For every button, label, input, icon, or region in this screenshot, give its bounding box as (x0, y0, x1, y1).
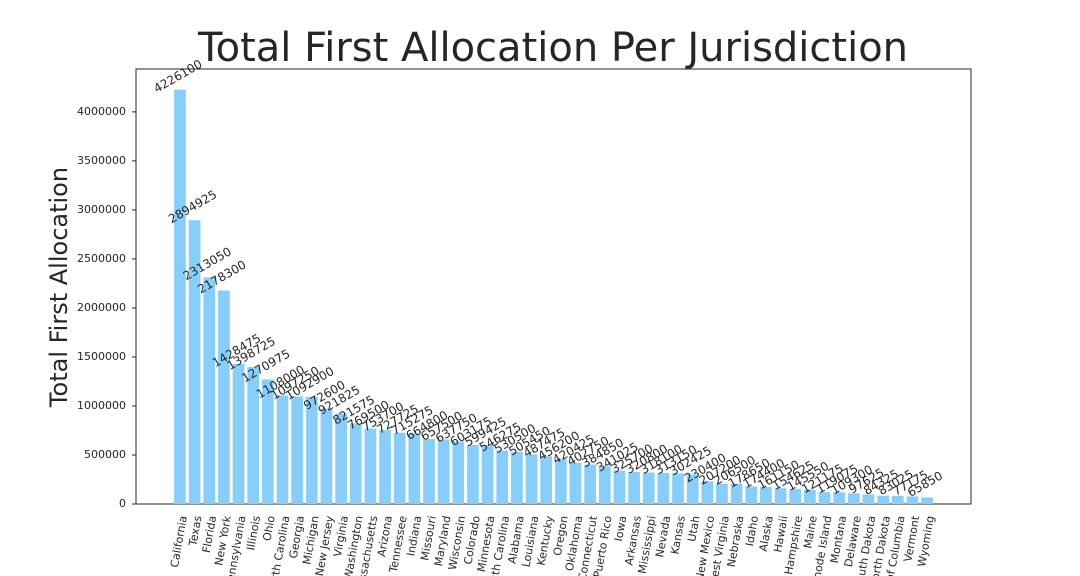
bar (686, 474, 699, 504)
y-tick-label: 1500000 (77, 350, 126, 363)
y-tick-label: 3500000 (77, 154, 126, 167)
x-tick-label: Alaska (757, 515, 776, 553)
bar (247, 366, 260, 504)
bar (364, 428, 377, 504)
bar (437, 439, 450, 504)
bar (540, 456, 553, 504)
bar (188, 220, 201, 504)
x-tick-label: Utah (685, 515, 702, 543)
bar (379, 430, 391, 504)
bar (760, 486, 772, 504)
y-tick-label: 3000000 (77, 203, 126, 216)
y-tick-label: 1000000 (77, 399, 126, 412)
bar (291, 396, 303, 504)
bar (598, 466, 611, 504)
bar (452, 441, 465, 504)
bar (730, 483, 743, 504)
bar (218, 290, 230, 504)
bar (774, 488, 787, 504)
bar (657, 472, 670, 504)
bar (320, 408, 333, 504)
plot-frame (135, 68, 972, 505)
bar (203, 277, 216, 504)
bar (584, 464, 596, 504)
y-tick-label: 500000 (84, 448, 126, 461)
bar (804, 489, 816, 504)
bar (672, 473, 684, 504)
x-tick-label: Idaho (743, 515, 761, 548)
y-tick-label: 4000000 (77, 105, 126, 118)
bar (232, 363, 245, 504)
y-tick-label: 0 (119, 497, 126, 510)
bar (613, 470, 626, 504)
bar (276, 395, 289, 504)
bar (393, 432, 406, 504)
bar (511, 451, 523, 504)
bar (467, 444, 479, 504)
bar (335, 413, 347, 504)
bar (745, 486, 758, 504)
x-tick-label: Illinois (244, 515, 263, 552)
x-tick-label: Texas (186, 515, 204, 548)
bar (174, 89, 186, 505)
bar (877, 495, 889, 504)
bar (862, 494, 875, 504)
bar (716, 483, 728, 504)
x-tick-label: Ohio (261, 515, 278, 543)
bar (496, 450, 509, 504)
bar (349, 423, 362, 504)
y-axis-label: Total First Allocation (45, 167, 73, 408)
bar (261, 379, 274, 504)
y-tick-label: 2500000 (77, 252, 126, 265)
bar (525, 454, 538, 504)
bar (891, 495, 904, 504)
bar (554, 459, 567, 504)
x-tick-label: Maine (801, 515, 820, 550)
x-tick-label: Iowa (612, 515, 629, 543)
bar (921, 497, 933, 504)
x-tick-label: Florida (200, 515, 219, 554)
y-tick-label: 2000000 (77, 301, 126, 314)
bar (833, 492, 846, 504)
bar (423, 438, 435, 504)
bar (847, 493, 860, 504)
bar (628, 472, 640, 504)
bar (305, 396, 318, 504)
chart-title: Total First Allocation Per Jurisdiction (197, 25, 908, 71)
bar (789, 488, 802, 504)
bar (701, 481, 714, 504)
bar (906, 496, 919, 504)
bar (408, 433, 421, 504)
bar (481, 445, 494, 504)
bar (818, 492, 831, 504)
x-tick-label: Hawaii (771, 515, 790, 554)
bar (569, 462, 582, 504)
bar (642, 472, 655, 504)
